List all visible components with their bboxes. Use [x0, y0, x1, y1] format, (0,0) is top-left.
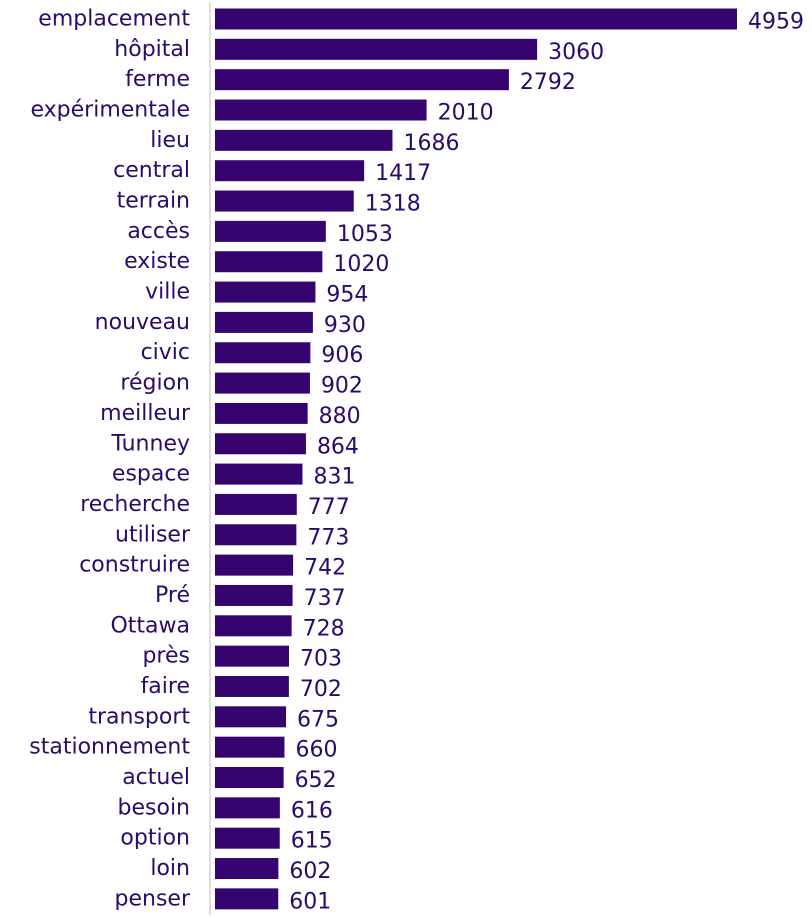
category-label: terrain [117, 189, 190, 214]
value-label: 777 [308, 495, 350, 520]
value-label: 1318 [365, 192, 421, 217]
category-label: région [120, 371, 190, 396]
bar [215, 160, 365, 182]
bar [215, 524, 297, 546]
value-label: 1686 [403, 131, 459, 156]
value-label: 616 [291, 798, 333, 823]
bars-group: emplacement 4959 hôpital 3060 ferme 2792 expér… [29, 7, 804, 915]
category-label: hôpital [114, 37, 190, 62]
value-label: 906 [321, 343, 363, 368]
bar [215, 827, 280, 849]
category-label: existe [124, 249, 190, 274]
value-label: 703 [300, 647, 342, 672]
category-label: Ottawa [110, 613, 190, 638]
category-label: Pré [155, 583, 190, 608]
category-label: recherche [80, 492, 190, 517]
bar [215, 888, 279, 910]
value-label: 1020 [333, 252, 389, 277]
bar [215, 615, 292, 637]
value-label: 902 [321, 374, 363, 399]
bar [215, 342, 311, 364]
bar [215, 463, 303, 485]
category-label: expérimentale [31, 98, 191, 123]
value-label: 1417 [375, 161, 431, 186]
category-label: nouveau [95, 310, 190, 335]
value-label: 702 [300, 677, 342, 702]
value-label: 615 [291, 829, 333, 854]
category-label: actuel [122, 765, 190, 790]
bar [215, 554, 294, 576]
bar [215, 99, 427, 121]
value-label: 1053 [337, 222, 393, 247]
value-label: 3060 [548, 40, 604, 65]
value-label: 954 [326, 283, 368, 308]
bar [215, 675, 289, 697]
category-label: près [142, 644, 190, 669]
bar [215, 8, 737, 30]
category-label: besoin [118, 795, 190, 820]
value-label: 2792 [520, 70, 576, 95]
bar [215, 736, 285, 758]
bar [215, 402, 308, 424]
category-label: faire [141, 674, 190, 699]
value-label: 601 [289, 889, 331, 914]
value-label: 675 [297, 707, 339, 732]
value-label: 737 [304, 586, 346, 611]
bar [215, 645, 289, 667]
value-label: 864 [317, 434, 359, 459]
category-label: accès [127, 219, 190, 244]
value-label: 4959 [748, 10, 804, 35]
category-label: transport [88, 704, 190, 729]
category-label: penser [115, 886, 191, 911]
bar [215, 38, 538, 60]
category-label: loin [150, 856, 190, 881]
bar [215, 311, 313, 333]
bar [215, 797, 280, 819]
category-label: espace [112, 462, 190, 487]
category-label: meilleur [100, 401, 191, 426]
value-label: 831 [313, 465, 355, 490]
value-label: 2010 [438, 101, 494, 126]
bar [215, 281, 316, 303]
bar [215, 493, 297, 515]
category-label: utiliser [115, 522, 191, 547]
value-label: 930 [324, 313, 366, 338]
category-label: ferme [125, 67, 190, 92]
category-label: option [120, 826, 190, 851]
value-label: 602 [289, 859, 331, 884]
value-label: 880 [319, 404, 361, 429]
value-label: 652 [295, 768, 337, 793]
value-label: 728 [303, 616, 345, 641]
value-label: 773 [307, 525, 349, 550]
bar [215, 372, 310, 394]
bar [215, 69, 509, 91]
category-label: emplacement [38, 7, 190, 32]
category-label: Tunney [111, 431, 190, 456]
bar [215, 129, 393, 151]
category-label: central [113, 158, 190, 183]
bar [215, 251, 323, 273]
category-label: ville [145, 280, 190, 305]
category-label: construire [79, 553, 190, 578]
category-label: civic [141, 340, 190, 365]
value-label: 742 [304, 556, 346, 581]
value-label: 660 [295, 738, 337, 763]
bar [215, 220, 326, 242]
bar [215, 706, 287, 728]
category-label: stationnement [29, 735, 190, 760]
bar [215, 433, 306, 455]
bar [215, 767, 284, 788]
bar [215, 858, 279, 880]
category-label: lieu [150, 128, 190, 153]
bar [215, 190, 354, 212]
bar [215, 584, 293, 606]
